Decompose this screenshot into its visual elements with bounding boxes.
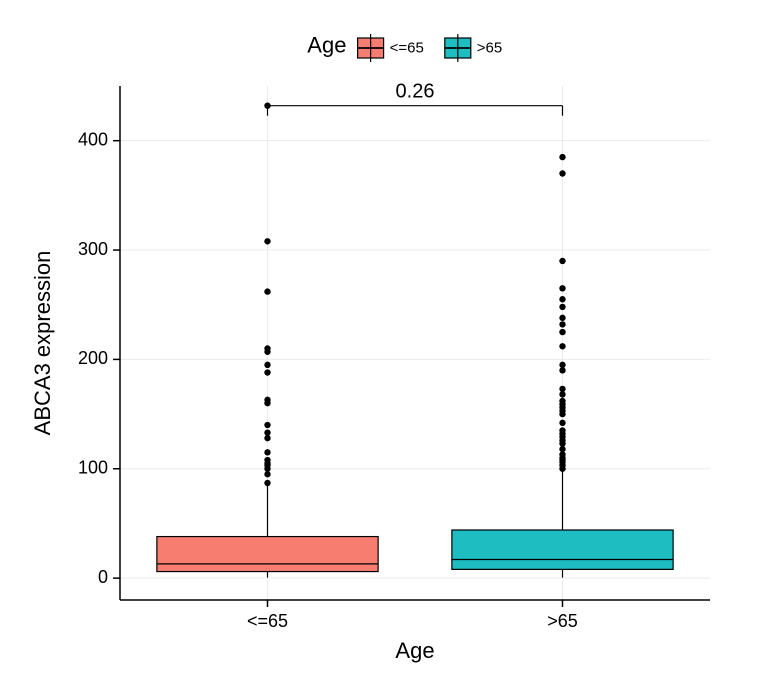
x-tick-label: <=65	[247, 611, 288, 631]
y-tick-label: 200	[78, 348, 108, 368]
pvalue-label: 0.26	[396, 81, 435, 103]
y-tick-label: 400	[78, 129, 108, 149]
y-tick-label: 0	[98, 567, 108, 587]
legend-title: Age	[307, 32, 346, 57]
y-axis-title: ABCA3 expression	[30, 251, 55, 436]
legend-item-label: >65	[477, 39, 502, 56]
y-tick-label: 300	[78, 239, 108, 259]
legend-item-label: <=65	[390, 39, 424, 56]
boxplot-chart: 0.26 0 100 200 300 400 <=65 >65 ABCA3 expression…	[0, 0, 778, 694]
y-tick-label: 100	[78, 458, 108, 478]
x-tick-label: >65	[547, 611, 578, 631]
x-axis-title: Age	[395, 638, 434, 663]
